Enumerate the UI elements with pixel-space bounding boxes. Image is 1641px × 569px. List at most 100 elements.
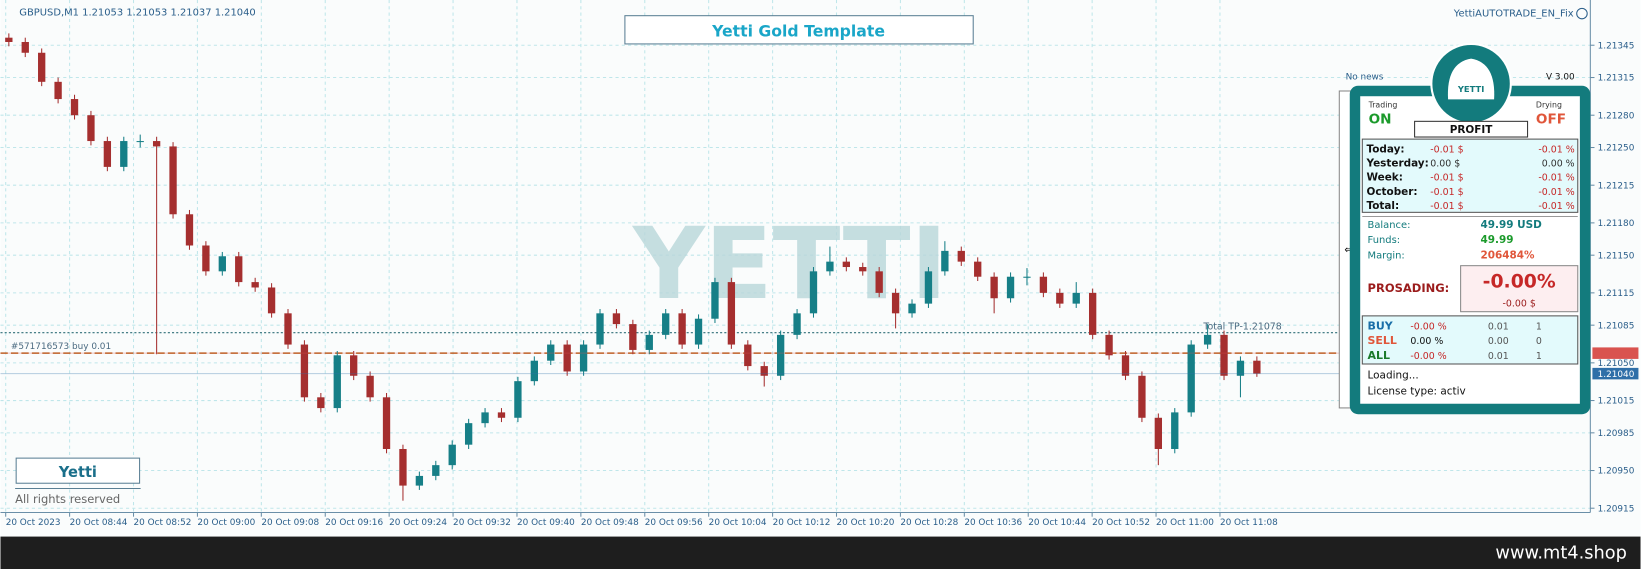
candle-body [1023, 276, 1031, 278]
y-tick-label: 1.20950 [1598, 467, 1635, 477]
candle-body [859, 267, 867, 272]
profit-percent: 0.00 % [1542, 159, 1575, 170]
order-label: #571716573 buy 0.01 [11, 342, 111, 352]
candle-body [908, 303, 916, 314]
x-tick-label: 20 Oct 10:52 [1092, 518, 1150, 528]
candle-body [776, 334, 785, 376]
prosading-label: PROSADING: [1368, 281, 1450, 295]
candle-body [21, 41, 29, 53]
trading-state: ON [1369, 111, 1392, 127]
candle-body [1220, 334, 1228, 376]
candle-body [1039, 276, 1048, 293]
x-tick-label: 20 Oct 10:12 [773, 518, 831, 528]
drying-state: OFF [1536, 111, 1566, 127]
candle-body [662, 313, 670, 335]
candle-body [1121, 355, 1130, 376]
y-tick-label: 1.20915 [1598, 504, 1635, 514]
profit-percent: -0.01 % [1538, 173, 1574, 184]
order-percent: -0.00 % [1410, 321, 1446, 332]
candle-body [1187, 344, 1195, 413]
candle-body [350, 355, 358, 376]
candle-body [826, 261, 834, 272]
profit-box [1361, 138, 1579, 213]
candle-body [875, 271, 883, 293]
news-status: No news [1346, 72, 1384, 82]
tp-label: Total TP-1.21078 [1202, 322, 1281, 333]
candle-body [694, 318, 703, 345]
profit-header: PROFIT [1450, 124, 1494, 136]
candle-body [563, 344, 571, 372]
order-lots: 0.01 [1488, 321, 1509, 332]
prosading-usd: -0.00 $ [1503, 298, 1536, 309]
order-side: BUY [1368, 319, 1394, 332]
license: License type: activ [1368, 385, 1466, 397]
x-tick-label: 20 Oct 09:56 [645, 518, 703, 528]
footer-site: www.mt4.shop [1495, 543, 1627, 564]
watermark: YETTI [632, 207, 948, 322]
y-tick-label: 1.21345 [1598, 41, 1635, 51]
account-value: 49.99 USD [1480, 219, 1542, 231]
candle-body [1253, 360, 1261, 374]
candle-body [120, 141, 128, 167]
candle-body [432, 465, 440, 476]
y-tick-label: 1.21250 [1598, 144, 1635, 154]
orders-box [1361, 315, 1579, 365]
profit-period: Yesterday: [1365, 158, 1428, 170]
candle-body [645, 334, 653, 350]
candle-body [38, 52, 46, 82]
profit-percent: -0.01 % [1538, 145, 1574, 156]
candle-body [514, 381, 522, 418]
candle-body [5, 37, 13, 42]
expert-name: YettiAUTOTRADE_EN_Fix [1453, 9, 1574, 20]
profit-period: Total: [1366, 200, 1399, 212]
candle-body [793, 313, 801, 335]
trading-label: Trading [1368, 101, 1398, 110]
profit-period: October: [1366, 186, 1417, 198]
brand-box [15, 457, 141, 484]
candle-body [333, 355, 341, 409]
x-tick-label: 20 Oct 08:44 [70, 518, 128, 528]
candle-body [596, 313, 604, 345]
candle-body [497, 412, 506, 418]
candle-body [547, 344, 555, 361]
candle-body [235, 256, 243, 283]
profit-usd: -0.01 $ [1430, 173, 1463, 184]
price-tag-label: 1.21040 [1598, 370, 1635, 380]
candle-body [1056, 292, 1064, 304]
y-tick-label: 1.21215 [1598, 181, 1635, 191]
logo-figure [1447, 58, 1495, 100]
candle-body [169, 146, 177, 215]
candle-body [1171, 412, 1179, 449]
profit-period: Today: [1366, 144, 1404, 156]
candle-body [366, 375, 374, 398]
x-tick-label: 20 Oct 08:52 [134, 518, 192, 528]
x-tick-label: 20 Oct 09:48 [581, 518, 639, 528]
order-lots: 0.00 [1488, 336, 1509, 347]
prosading-box [1460, 265, 1579, 313]
status: Loading... [1368, 370, 1419, 382]
order-lots: 0.01 [1488, 351, 1509, 362]
candle-body [103, 141, 112, 167]
account-label: Funds: [1368, 235, 1401, 246]
y-tick-label: 1.21015 [1598, 397, 1635, 407]
order-percent: -0.00 % [1410, 351, 1446, 362]
candle-body [974, 261, 982, 277]
candle-body [629, 324, 637, 350]
order-percent: 0.00 % [1410, 336, 1443, 347]
order-count: 1 [1536, 351, 1542, 362]
prosading-percent: -0.00% [1483, 272, 1556, 293]
candle-body [317, 397, 325, 409]
order-side: ALL [1368, 349, 1390, 362]
candle-body [1138, 375, 1146, 418]
candle-body [924, 271, 933, 304]
candle-body [218, 256, 226, 272]
x-tick-label: 20 Oct 10:28 [900, 518, 958, 528]
y-tick-label: 1.21050 [1598, 359, 1635, 369]
candle-body [464, 423, 473, 445]
candle-body [70, 99, 79, 116]
x-tick-label: 20 Oct 09:16 [325, 518, 383, 528]
title-box [624, 15, 974, 45]
candle-body [448, 444, 456, 466]
candle-body [136, 141, 144, 143]
